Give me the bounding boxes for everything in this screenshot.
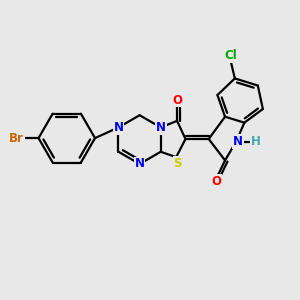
Text: H: H [251, 135, 261, 148]
Text: N: N [135, 158, 145, 170]
Text: O: O [172, 94, 182, 106]
Text: S: S [173, 157, 182, 170]
Text: N: N [233, 135, 243, 148]
Text: N: N [156, 121, 166, 134]
Text: Br: Br [9, 132, 24, 145]
Text: Cl: Cl [224, 49, 237, 62]
Text: N: N [113, 121, 124, 134]
Text: O: O [211, 175, 221, 188]
